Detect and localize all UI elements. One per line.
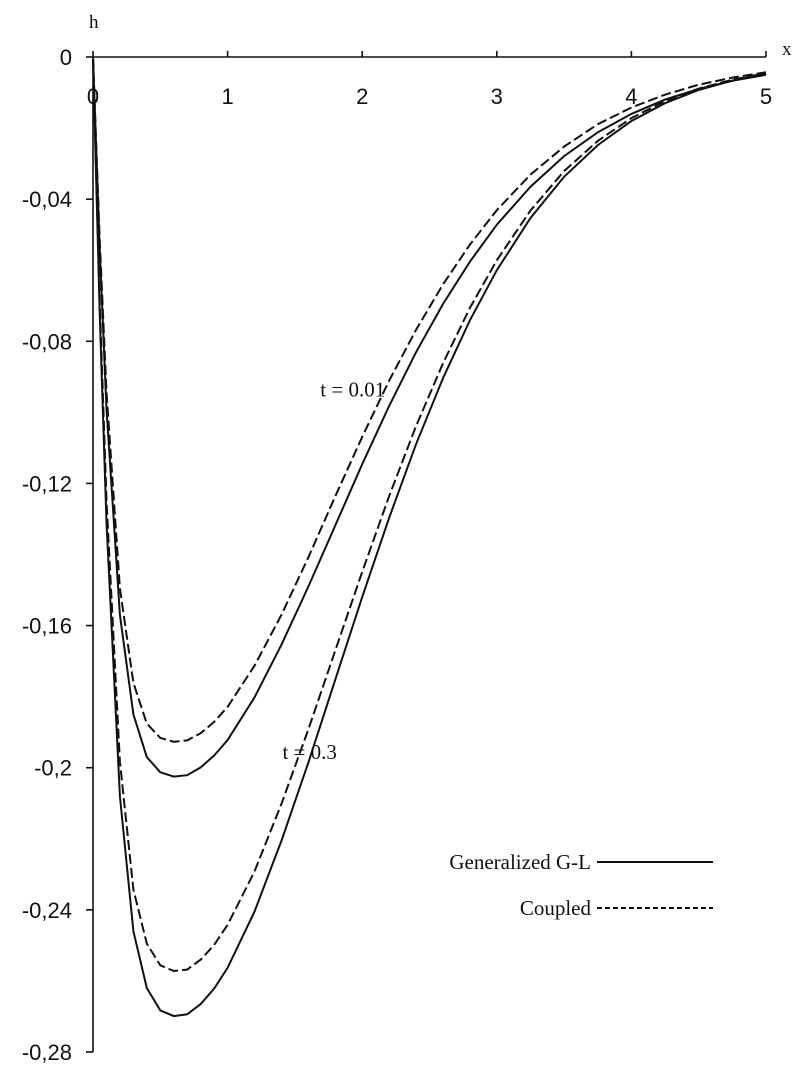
legend: Generalized G-L Coupled bbox=[449, 850, 713, 920]
x-tick-label-1: 1 bbox=[221, 84, 233, 109]
x-tick-label-4: 4 bbox=[625, 84, 637, 109]
series-line-3 bbox=[92, 56, 767, 973]
y-tick-label-5: -0,2 bbox=[34, 756, 72, 781]
y-tick-label-2: -0,08 bbox=[22, 329, 72, 354]
x-tick-label-5: 5 bbox=[760, 84, 772, 109]
y-tick-label-7: -0,28 bbox=[22, 1040, 72, 1065]
x-tick-label-3: 3 bbox=[491, 84, 503, 109]
annotation-0: t = 0.01 bbox=[320, 377, 385, 401]
annotations: t = 0.01 t = 0.3 bbox=[282, 377, 385, 763]
series-line-0 bbox=[92, 56, 767, 778]
y-tick-label-4: -0,16 bbox=[22, 614, 72, 639]
y-tick-label-1: -0,04 bbox=[22, 187, 72, 212]
y-ticks: 0 -0,04 -0,08 -0,12 -0,16 -0,2 -0,24 -0,28 bbox=[22, 45, 93, 1065]
x-ticks: 0 1 2 3 4 5 bbox=[87, 51, 772, 109]
y-tick-label-0: 0 bbox=[60, 45, 72, 70]
curves bbox=[92, 56, 767, 1018]
series-line-2 bbox=[92, 56, 767, 1018]
y-tick-label-3: -0,12 bbox=[22, 471, 72, 496]
series-line-1 bbox=[92, 56, 767, 743]
y-axis-label: h bbox=[89, 12, 99, 33]
y-tick-label-6: -0,24 bbox=[22, 898, 72, 923]
axes: 0 1 2 3 4 5 0 -0,04 -0,08 -0,12 -0,16 -0,2 -0,24 -0,… bbox=[22, 12, 792, 1065]
x-tick-label-0: 0 bbox=[87, 84, 99, 109]
x-axis-label: x bbox=[782, 39, 792, 60]
legend-label-1: Coupled bbox=[520, 896, 592, 920]
legend-label-0: Generalized G-L bbox=[449, 850, 591, 874]
x-tick-label-2: 2 bbox=[356, 84, 368, 109]
annotation-1: t = 0.3 bbox=[282, 740, 336, 764]
